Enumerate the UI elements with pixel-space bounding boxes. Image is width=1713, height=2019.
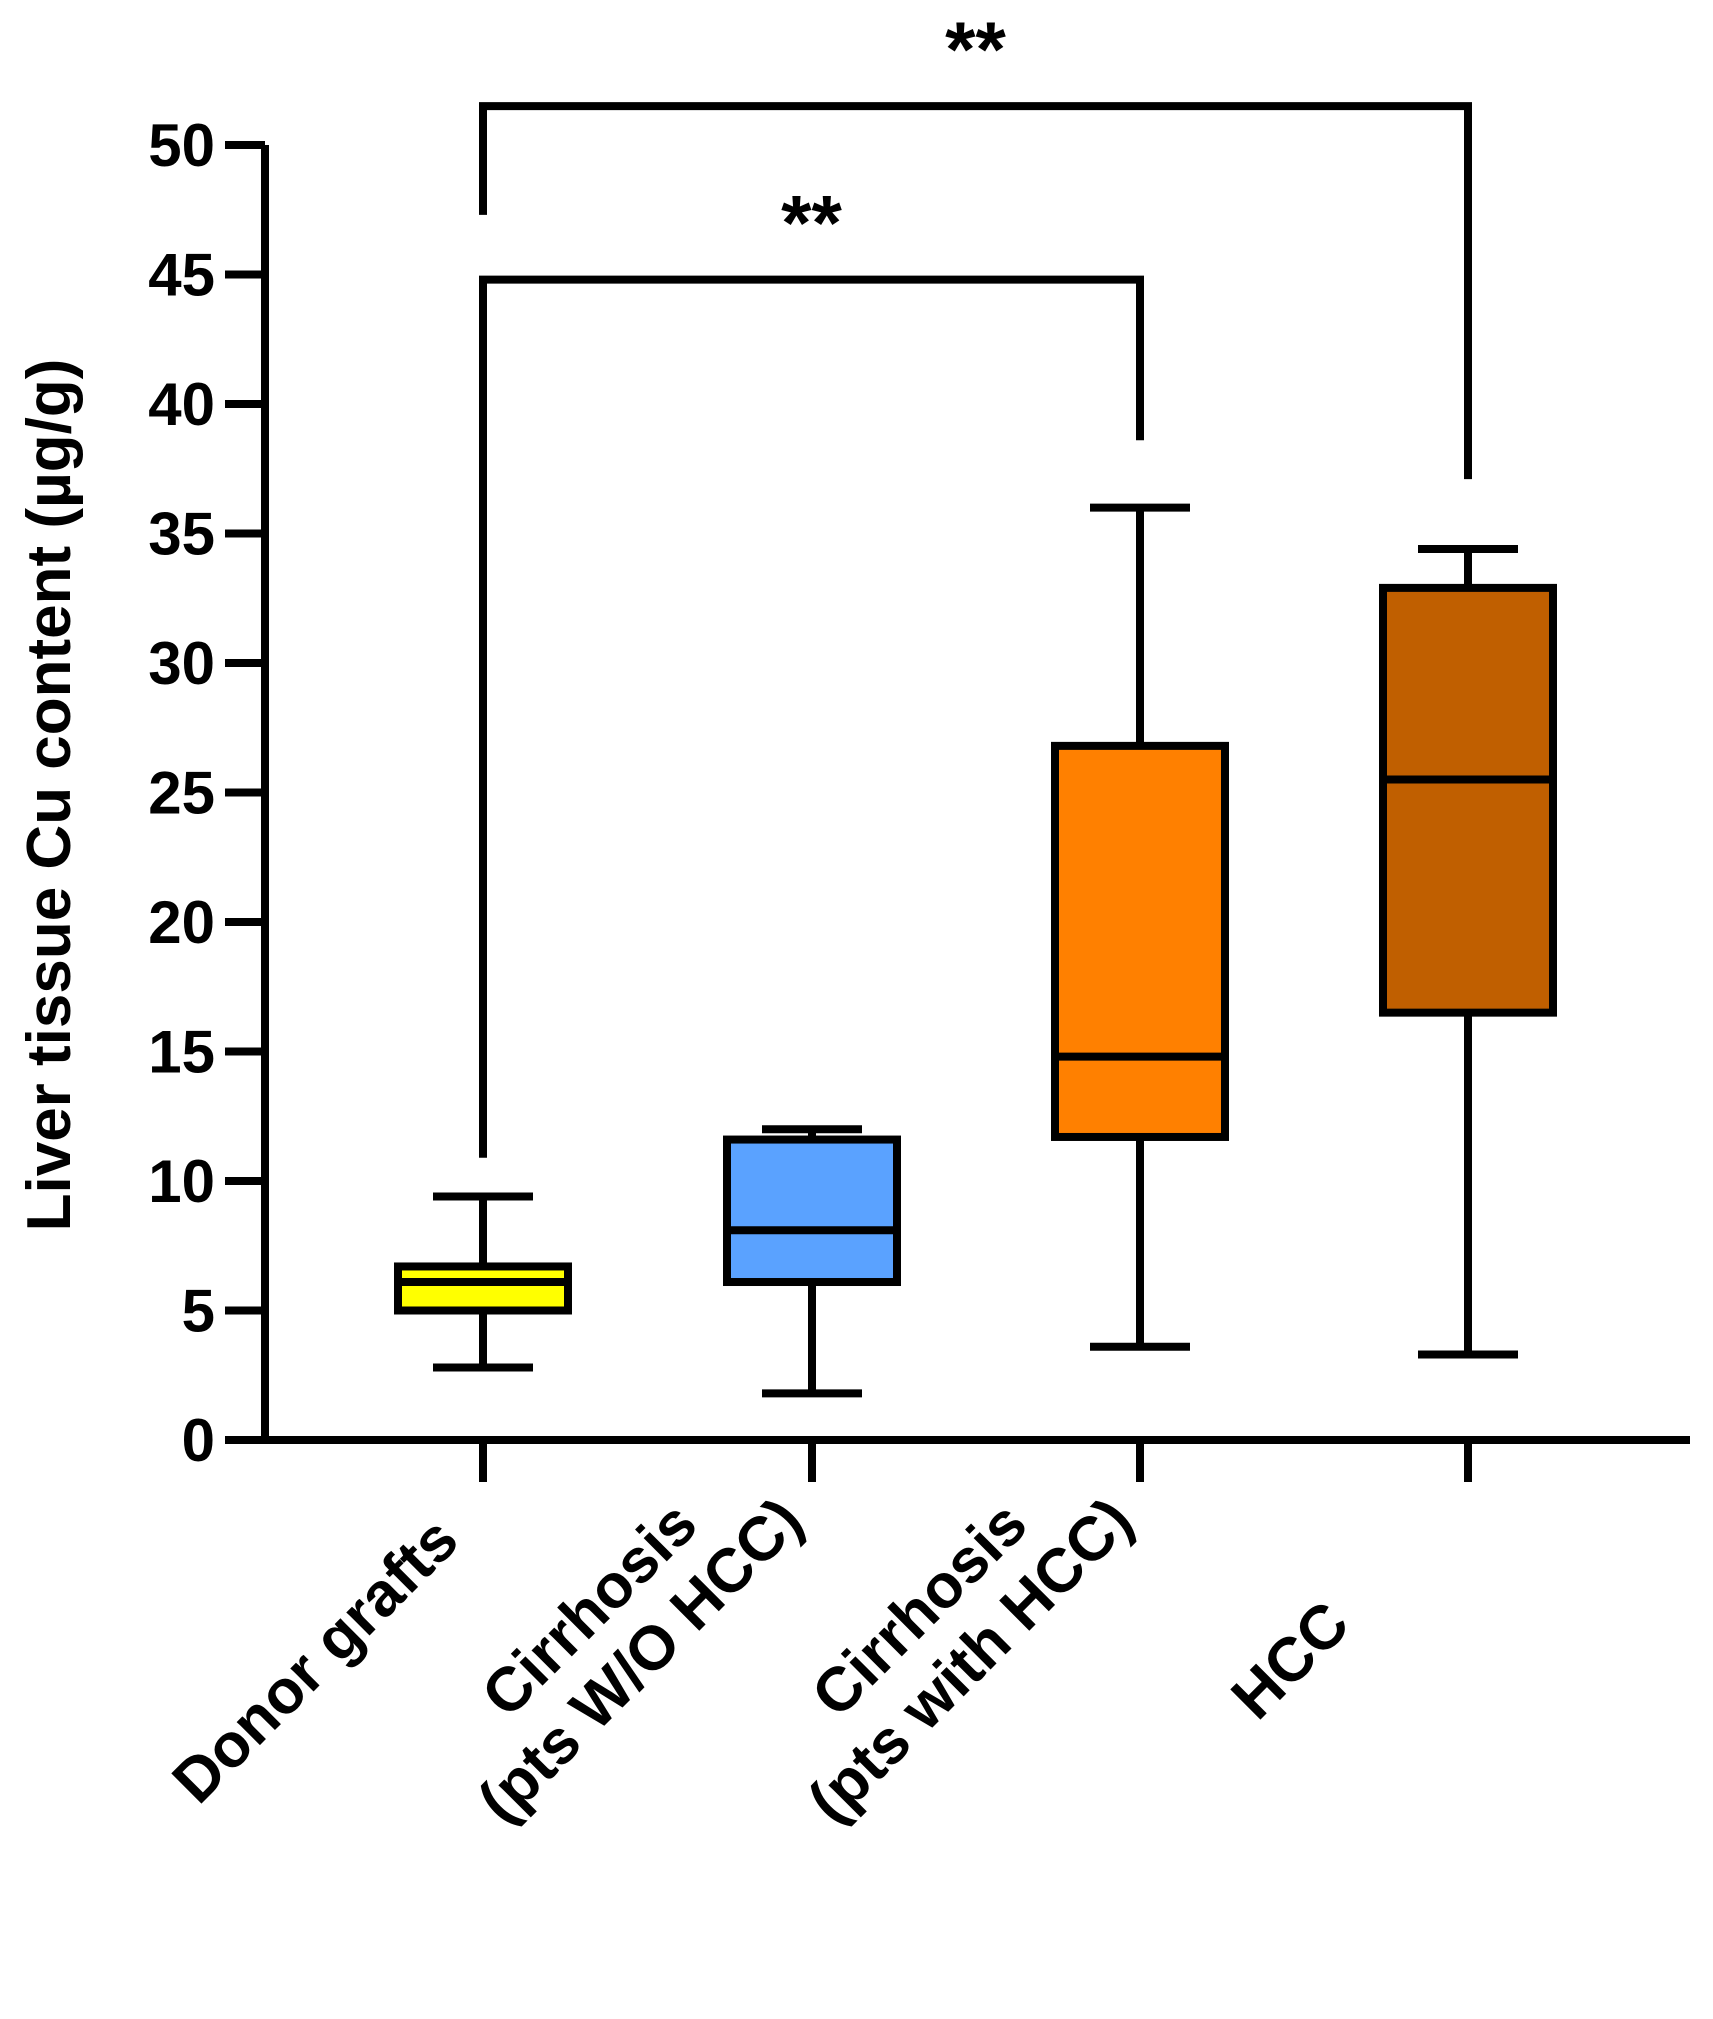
- y-tick-label: 45: [148, 242, 215, 309]
- significance-label: **: [781, 179, 842, 267]
- box-group: [723, 1125, 901, 1398]
- significance-bracket: [479, 275, 1144, 1158]
- y-tick-label: 5: [182, 1278, 215, 1345]
- axes: 0 5 10 15 20 25 30 35 40 45 50: [148, 112, 1690, 1482]
- box: [394, 1262, 572, 1315]
- category-label: Cirrhosis(pts with HCC): [744, 1434, 1146, 1836]
- boxes: [394, 503, 1557, 1398]
- box-group: [1379, 545, 1557, 1359]
- y-tick-label: 50: [148, 112, 215, 179]
- box-group: [394, 1192, 572, 1372]
- box-group: [1051, 503, 1229, 1351]
- category-label-line: HCC: [1219, 1589, 1363, 1733]
- y-tick-label: 30: [148, 630, 215, 697]
- category-label: Donor grafts: [160, 1505, 472, 1817]
- box: [1379, 583, 1557, 1017]
- y-tick-label: 10: [148, 1148, 215, 1215]
- y-tick-label: 0: [182, 1407, 215, 1474]
- y-axis-title: Liver tissue Cu content (µg/g): [15, 359, 84, 1232]
- significance-bracket: [479, 102, 1472, 480]
- category-label: HCC: [1219, 1589, 1363, 1733]
- category-label: Cirrhosis(pts W/O HCC): [414, 1434, 816, 1836]
- significance-label: **: [945, 5, 1006, 93]
- y-tick-label: 40: [148, 371, 215, 438]
- box: [1051, 741, 1229, 1141]
- y-tick-label: 35: [148, 501, 215, 568]
- significance-brackets: ** **: [479, 5, 1472, 1158]
- y-tick-label: 15: [148, 1019, 215, 1086]
- y-tick-label: 25: [148, 760, 215, 827]
- box: [723, 1135, 901, 1287]
- y-tick-label: 20: [148, 889, 215, 956]
- category-label-line: Donor grafts: [160, 1505, 472, 1817]
